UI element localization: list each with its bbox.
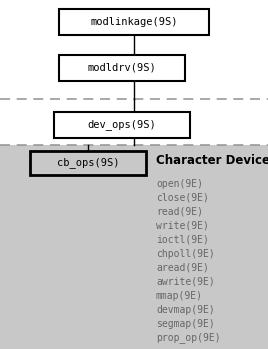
Bar <box>54 112 190 138</box>
Text: modlinkage(9S): modlinkage(9S) <box>90 17 178 27</box>
Text: chpoll(9E): chpoll(9E) <box>156 249 215 259</box>
Bar <box>59 55 185 81</box>
Text: ioctl(9E): ioctl(9E) <box>156 235 209 245</box>
Text: read(9E): read(9E) <box>156 207 203 217</box>
Text: Character Device: Character Device <box>156 154 268 166</box>
Text: close(9E): close(9E) <box>156 193 209 203</box>
Bar <box>30 151 146 175</box>
Text: mmap(9E): mmap(9E) <box>156 291 203 301</box>
Text: segmap(9E): segmap(9E) <box>156 319 215 329</box>
Text: aread(9E): aread(9E) <box>156 263 209 273</box>
Text: prop_op(9E): prop_op(9E) <box>156 333 221 343</box>
Bar <box>59 9 209 35</box>
Bar <box>0 145 268 349</box>
Text: open(9E): open(9E) <box>156 179 203 189</box>
Text: devmap(9E): devmap(9E) <box>156 305 215 315</box>
Text: modldrv(9S): modldrv(9S) <box>88 63 156 73</box>
Text: dev_ops(9S): dev_ops(9S) <box>88 120 156 131</box>
Text: awrite(9E): awrite(9E) <box>156 277 215 287</box>
Text: cb_ops(9S): cb_ops(9S) <box>57 157 119 169</box>
Text: write(9E): write(9E) <box>156 221 209 231</box>
